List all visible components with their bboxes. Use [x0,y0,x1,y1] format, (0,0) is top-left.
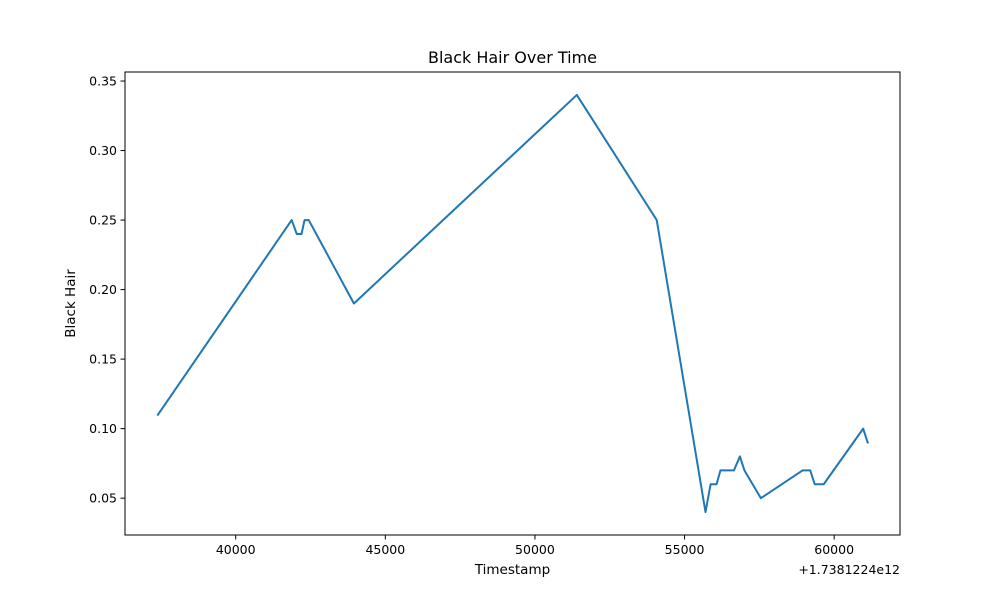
y-tick-label: 0.20 [89,282,117,297]
x-tick-label: 50000 [515,542,555,557]
plot-frame [124,71,901,536]
y-axis-label: Black Hair [63,269,79,338]
y-tick-label: 0.35 [89,74,117,89]
plot-area [125,72,900,535]
x-tick-label: 40000 [216,542,256,557]
series-layer [156,93,869,514]
y-tick-label: 0.25 [89,213,117,228]
x-tick-label: 55000 [665,542,705,557]
y-tick-label: 0.15 [89,352,117,367]
chart-title: Black Hair Over Time [428,48,597,67]
x-tick-label: 45000 [365,542,405,557]
x-tick-label: 60000 [814,542,854,557]
x-axis-offset-label: +1.7381224e12 [798,562,900,577]
y-tick-label: 0.05 [89,491,117,506]
x-axis-label: Timestamp [474,562,550,578]
axis-ticks: 40000 45000 50000 55000 60000 0.05 0.10 0.15 0.2… [89,74,854,557]
y-tick-label: 0.10 [89,421,117,436]
y-tick-label: 0.30 [89,143,117,158]
series-line [156,93,869,514]
